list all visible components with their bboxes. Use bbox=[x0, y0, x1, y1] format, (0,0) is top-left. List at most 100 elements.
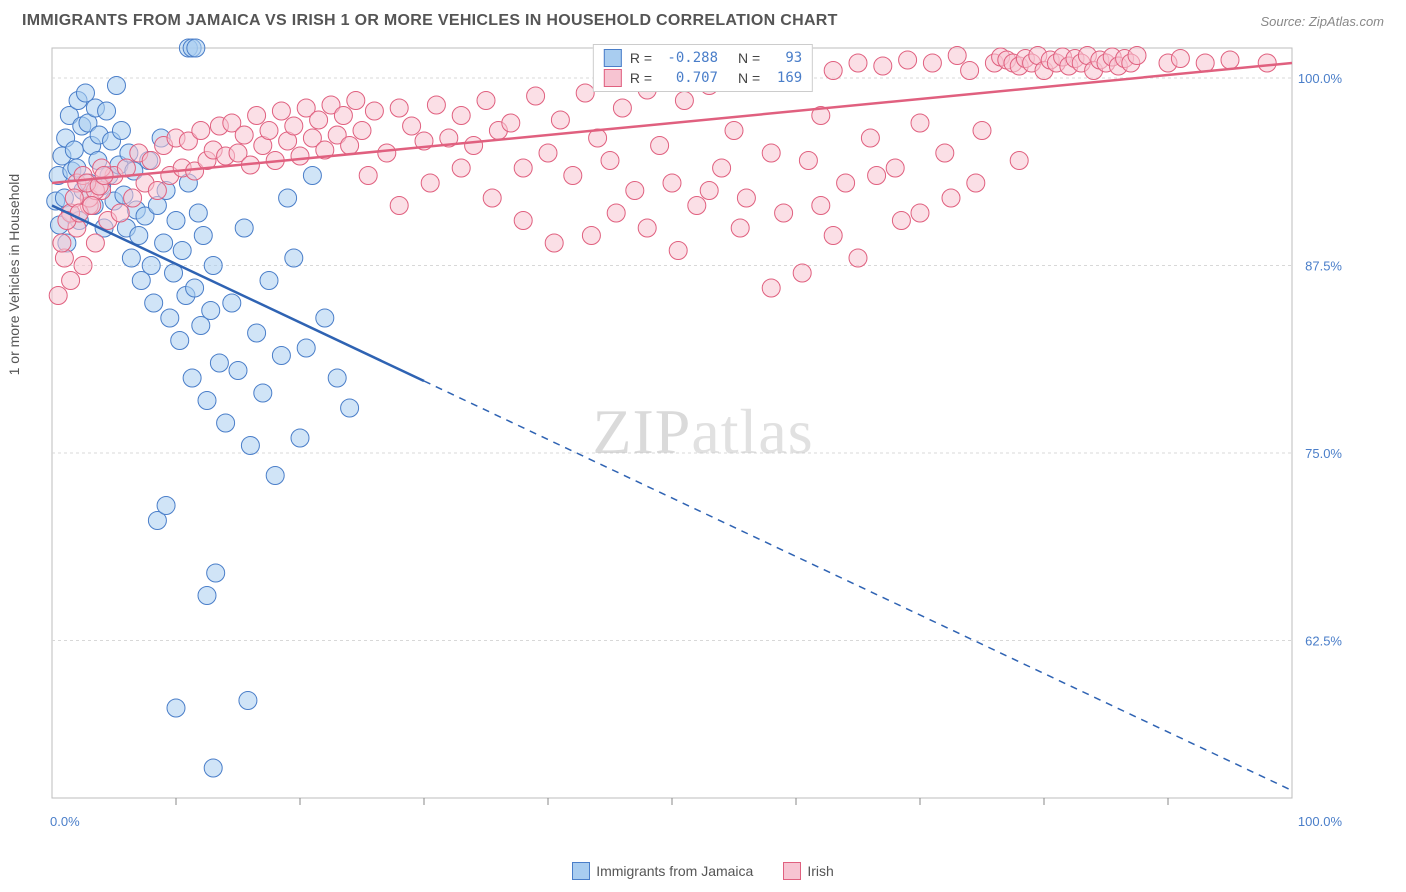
data-point bbox=[427, 96, 445, 114]
data-point bbox=[899, 51, 917, 69]
data-point bbox=[1128, 47, 1146, 65]
data-point bbox=[359, 167, 377, 185]
data-point bbox=[1196, 54, 1214, 72]
data-point bbox=[737, 189, 755, 207]
data-point bbox=[74, 257, 92, 275]
source-attribution: Source: ZipAtlas.com bbox=[1260, 14, 1384, 29]
correlation-legend: R =-0.288N =93R =0.707N =169 bbox=[593, 44, 813, 92]
data-point bbox=[403, 117, 421, 135]
data-point bbox=[663, 174, 681, 192]
data-point bbox=[1171, 50, 1189, 68]
data-point bbox=[272, 102, 290, 120]
data-point bbox=[173, 242, 191, 260]
y-tick-label: 87.5% bbox=[1305, 259, 1342, 274]
data-point bbox=[911, 114, 929, 132]
data-point bbox=[824, 62, 842, 80]
data-point bbox=[514, 212, 532, 230]
legend-r-value: 0.707 bbox=[660, 70, 718, 86]
data-point bbox=[551, 111, 569, 129]
data-point bbox=[62, 272, 80, 290]
data-point bbox=[291, 429, 309, 447]
data-point bbox=[279, 189, 297, 207]
data-point bbox=[731, 219, 749, 237]
data-point bbox=[762, 144, 780, 162]
legend-n-label: N = bbox=[738, 50, 760, 66]
data-point bbox=[204, 759, 222, 777]
data-point bbox=[130, 227, 148, 245]
data-point bbox=[347, 92, 365, 110]
data-point bbox=[452, 159, 470, 177]
legend-swatch bbox=[604, 69, 622, 87]
data-point bbox=[334, 107, 352, 125]
x-axis-start: 0.0% bbox=[50, 814, 80, 829]
data-point bbox=[923, 54, 941, 72]
data-point bbox=[861, 129, 879, 147]
data-point bbox=[539, 144, 557, 162]
data-point bbox=[824, 227, 842, 245]
data-point bbox=[297, 339, 315, 357]
data-point bbox=[107, 77, 125, 95]
y-tick-label: 75.0% bbox=[1305, 446, 1342, 461]
data-point bbox=[502, 114, 520, 132]
data-point bbox=[86, 234, 104, 252]
data-point bbox=[189, 204, 207, 222]
y-tick-label: 100.0% bbox=[1298, 71, 1342, 86]
legend-r-value: -0.288 bbox=[660, 50, 718, 66]
data-point bbox=[483, 189, 501, 207]
data-point bbox=[874, 57, 892, 75]
data-point bbox=[948, 47, 966, 65]
data-point bbox=[98, 102, 116, 120]
data-point bbox=[142, 152, 160, 170]
data-point bbox=[936, 144, 954, 162]
data-point bbox=[145, 294, 163, 312]
data-point bbox=[638, 219, 656, 237]
data-point bbox=[341, 399, 359, 417]
data-point bbox=[613, 99, 631, 117]
data-point bbox=[248, 324, 266, 342]
data-point bbox=[564, 167, 582, 185]
data-point bbox=[210, 354, 228, 372]
data-point bbox=[316, 309, 334, 327]
data-point bbox=[967, 174, 985, 192]
data-point bbox=[229, 362, 247, 380]
scatter-chart: 62.5%75.0%87.5%100.0%0.0%100.0% bbox=[22, 38, 1342, 858]
data-point bbox=[837, 174, 855, 192]
data-point bbox=[892, 212, 910, 230]
legend-n-label: N = bbox=[738, 70, 760, 86]
data-point bbox=[223, 294, 241, 312]
data-point bbox=[192, 122, 210, 140]
data-point bbox=[365, 102, 383, 120]
data-point bbox=[390, 197, 408, 215]
trend-line-dashed bbox=[424, 381, 1292, 791]
series-legend: Immigrants from JamaicaIrish bbox=[0, 862, 1406, 880]
data-point bbox=[527, 87, 545, 105]
data-point bbox=[239, 692, 257, 710]
data-point bbox=[328, 369, 346, 387]
data-point bbox=[812, 197, 830, 215]
data-point bbox=[849, 249, 867, 267]
data-point bbox=[626, 182, 644, 200]
data-point bbox=[452, 107, 470, 125]
y-axis-label: 1 or more Vehicles in Household bbox=[6, 174, 22, 376]
data-point bbox=[601, 152, 619, 170]
legend-row: R =0.707N =169 bbox=[594, 68, 812, 88]
data-point bbox=[285, 249, 303, 267]
data-point bbox=[1258, 54, 1276, 72]
chart-container: 1 or more Vehicles in Household 62.5%75.… bbox=[22, 38, 1384, 858]
data-point bbox=[799, 152, 817, 170]
data-point bbox=[171, 332, 189, 350]
data-point bbox=[1010, 152, 1028, 170]
data-point bbox=[260, 272, 278, 290]
data-point bbox=[303, 167, 321, 185]
legend-series-label: Irish bbox=[807, 863, 833, 879]
data-point bbox=[198, 587, 216, 605]
data-point bbox=[341, 137, 359, 155]
data-point bbox=[886, 159, 904, 177]
data-point bbox=[235, 126, 253, 144]
legend-r-label: R = bbox=[630, 70, 652, 86]
data-point bbox=[83, 197, 101, 215]
legend-swatch bbox=[572, 862, 590, 880]
legend-n-value: 93 bbox=[768, 50, 802, 66]
legend-r-label: R = bbox=[630, 50, 652, 66]
chart-title: IMMIGRANTS FROM JAMAICA VS IRISH 1 OR MO… bbox=[22, 12, 838, 30]
